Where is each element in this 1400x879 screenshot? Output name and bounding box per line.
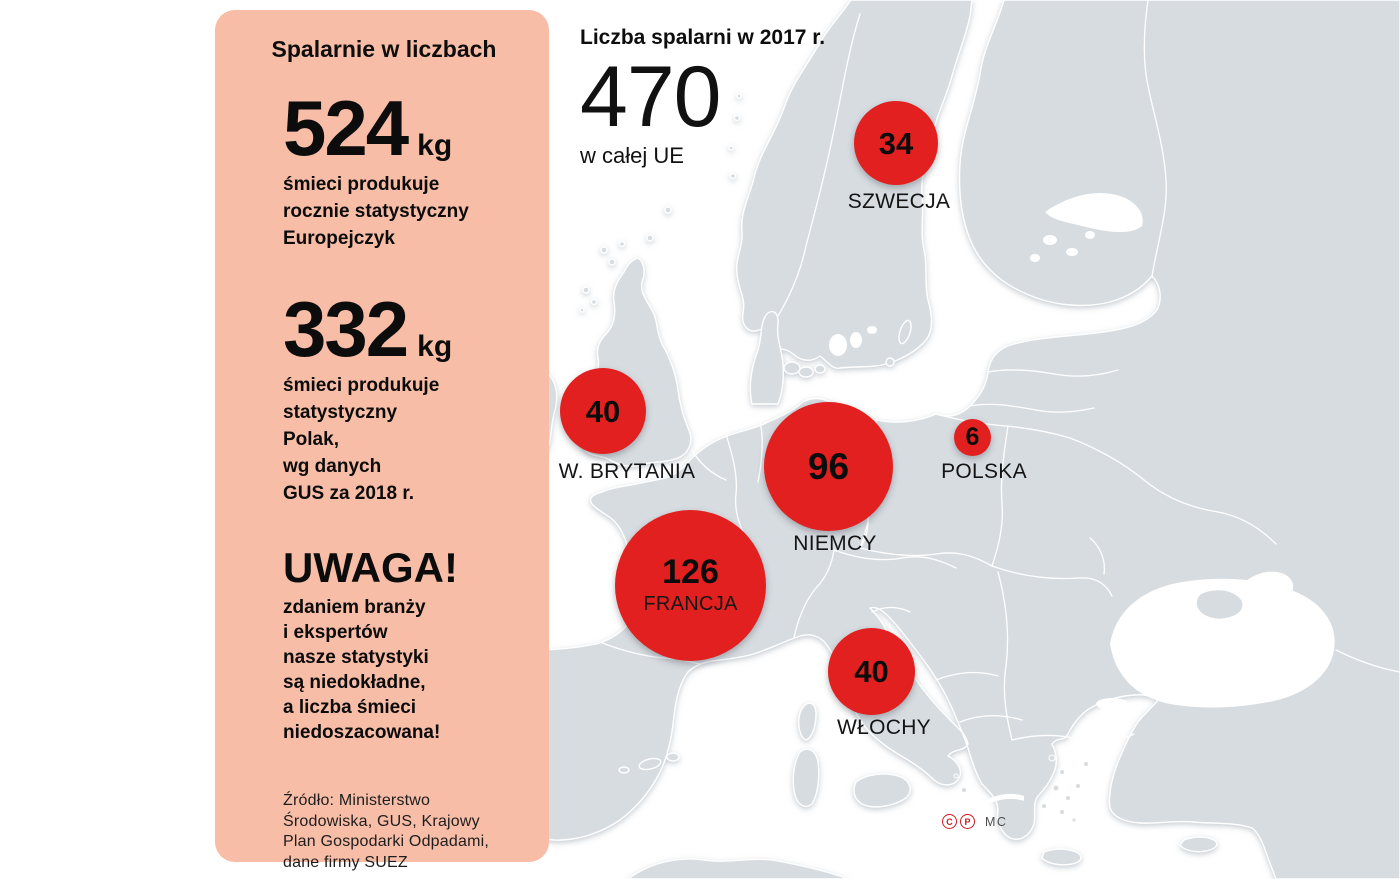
island-group bbox=[953, 589, 1244, 823]
bubble-poland: 6 bbox=[954, 419, 991, 456]
map-title: Liczba spalarni w 2017 r. bbox=[580, 26, 826, 49]
map-total-caption: w całej UE bbox=[580, 143, 684, 168]
warning-line: i ekspertów bbox=[283, 622, 388, 643]
stat-europe-desc-line: Europejczyk bbox=[283, 228, 395, 249]
stat-europe-desc-line: rocznie statystyczny bbox=[283, 201, 469, 222]
warning-title: UWAGA! bbox=[283, 544, 458, 591]
warning-line: niedoszacowana! bbox=[283, 722, 441, 743]
warning-line: są niedokładne, bbox=[283, 672, 426, 693]
stat-poland-desc: śmieci produkuje statystyczny Polak, wg … bbox=[283, 372, 523, 507]
stat-poland-desc-line: GUS za 2018 r. bbox=[283, 483, 414, 504]
stat-poland-desc-line: Polak, bbox=[283, 429, 339, 450]
bubble-germany-value: 96 bbox=[807, 446, 850, 487]
credit-block: C P MC bbox=[942, 814, 1007, 829]
source-block: Źródło: Ministerstwo Środowiska, GUS, Kr… bbox=[283, 791, 523, 873]
source-line: Środowiska, GUS, Krajowy bbox=[283, 812, 480, 830]
stat-europe-desc-line: śmieci produkuje bbox=[283, 174, 440, 195]
stat-europe-desc: śmieci produkuje rocznie statystyczny Eu… bbox=[283, 171, 523, 252]
warning-line: nasze statystyki bbox=[283, 647, 429, 668]
map-total-value: 470 bbox=[580, 49, 722, 145]
copyright-icon: C bbox=[942, 814, 957, 829]
warning-lines: zdaniem branży i ekspertów nasze statyst… bbox=[283, 595, 523, 745]
panel-title: Spalarnie w liczbach bbox=[271, 36, 497, 62]
stat-poland-desc-line: wg danych bbox=[283, 456, 382, 477]
bubble-italy-value: 40 bbox=[854, 654, 889, 689]
bubble-uk: 40 bbox=[560, 368, 646, 454]
stat-europe-unit: kg bbox=[417, 129, 453, 162]
bubble-uk-value: 40 bbox=[585, 393, 621, 429]
bubble-sweden-value: 34 bbox=[878, 125, 914, 161]
source-line: dane firmy SUEZ bbox=[283, 853, 408, 871]
credit-initials: MC bbox=[985, 814, 1008, 829]
label-italy: WŁOCHY bbox=[837, 716, 931, 739]
bubble-france-value: 126 bbox=[662, 553, 719, 591]
source-line: Źródło: Ministerstwo bbox=[283, 792, 431, 809]
map-header: Liczba spalarni w 2017 r. 470 w całej UE bbox=[580, 26, 825, 169]
label-poland: POLSKA bbox=[941, 460, 1027, 483]
stat-poland-value-row: 332 kg bbox=[283, 290, 523, 368]
p-mark-icon: P bbox=[960, 814, 975, 829]
warning-line: zdaniem branży bbox=[283, 597, 426, 618]
sea-overlays bbox=[829, 192, 1335, 805]
stat-europe-value: 524 bbox=[283, 84, 409, 172]
warning-block: UWAGA! zdaniem branży i ekspertów nasze … bbox=[283, 547, 523, 745]
label-france: FRANCJA bbox=[643, 593, 738, 615]
warning-line: a liczba śmieci bbox=[283, 697, 417, 718]
bubble-italy: 40 bbox=[828, 628, 915, 715]
stats-panel: Spalarnie w liczbach 524 kg śmieci produ… bbox=[215, 10, 549, 871]
bubble-france: 126 FRANCJA bbox=[615, 510, 766, 661]
stat-europe: 524 kg śmieci produkuje rocznie statysty… bbox=[283, 89, 523, 252]
stat-poland: 332 kg śmieci produkuje statystyczny Pol… bbox=[283, 290, 523, 507]
label-germany: NIEMCY bbox=[793, 532, 877, 555]
stat-europe-value-row: 524 kg bbox=[283, 89, 523, 167]
stat-poland-unit: kg bbox=[417, 330, 453, 363]
label-sweden: SZWECJA bbox=[847, 190, 951, 213]
bubble-sweden: 34 bbox=[854, 101, 938, 185]
label-uk: W. BRYTANIA bbox=[558, 460, 696, 483]
bubble-poland-value: 6 bbox=[965, 423, 980, 451]
stat-poland-desc-line: śmieci produkuje bbox=[283, 375, 440, 396]
bubble-germany: 96 bbox=[764, 402, 893, 531]
source-line: Plan Gospodarki Odpadami, bbox=[283, 833, 489, 850]
stat-poland-desc-line: statystyczny bbox=[283, 402, 398, 423]
stat-poland-value: 332 bbox=[283, 285, 409, 373]
